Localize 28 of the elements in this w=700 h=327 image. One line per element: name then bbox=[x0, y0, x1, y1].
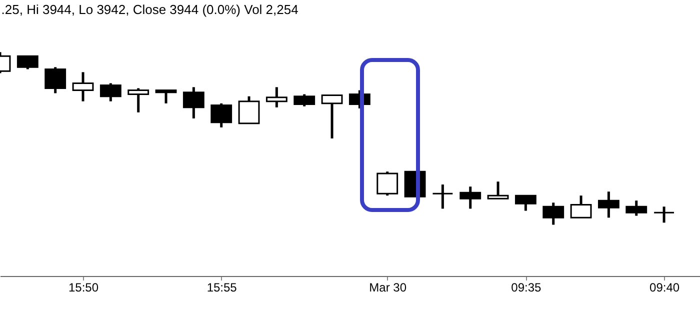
candlestick bbox=[570, 194, 592, 219]
candlestick bbox=[72, 70, 94, 103]
candlestick bbox=[128, 86, 150, 114]
x-tick-label: 15:50 bbox=[68, 280, 99, 294]
candlestick bbox=[155, 89, 177, 105]
candlestick bbox=[266, 86, 288, 109]
candlestick bbox=[44, 66, 66, 94]
candlestick bbox=[210, 102, 232, 129]
candlestick bbox=[653, 205, 675, 224]
candlestick bbox=[514, 194, 536, 212]
candlestick bbox=[432, 183, 454, 210]
candlestick bbox=[182, 86, 204, 120]
candlestick bbox=[16, 54, 38, 70]
x-tick-label: Mar 30 bbox=[369, 280, 407, 294]
candlestick bbox=[460, 185, 482, 210]
candlestick bbox=[542, 201, 564, 226]
x-tick-label: 09:40 bbox=[650, 280, 680, 294]
candlestick bbox=[598, 190, 620, 219]
x-tick-label: 09:35 bbox=[511, 280, 542, 294]
candlestick bbox=[321, 94, 343, 140]
candlestick bbox=[487, 180, 509, 200]
candlestick bbox=[376, 170, 398, 197]
x-tick-label: 15:55 bbox=[206, 280, 238, 294]
candlestick bbox=[100, 82, 122, 103]
chart-title: .25, Hi 3944, Lo 3942, Close 3944 (0.0%) Vol 2,254 bbox=[1, 2, 298, 17]
candlestick bbox=[294, 92, 316, 108]
candlestick bbox=[626, 199, 648, 218]
candlestick bbox=[238, 95, 260, 125]
